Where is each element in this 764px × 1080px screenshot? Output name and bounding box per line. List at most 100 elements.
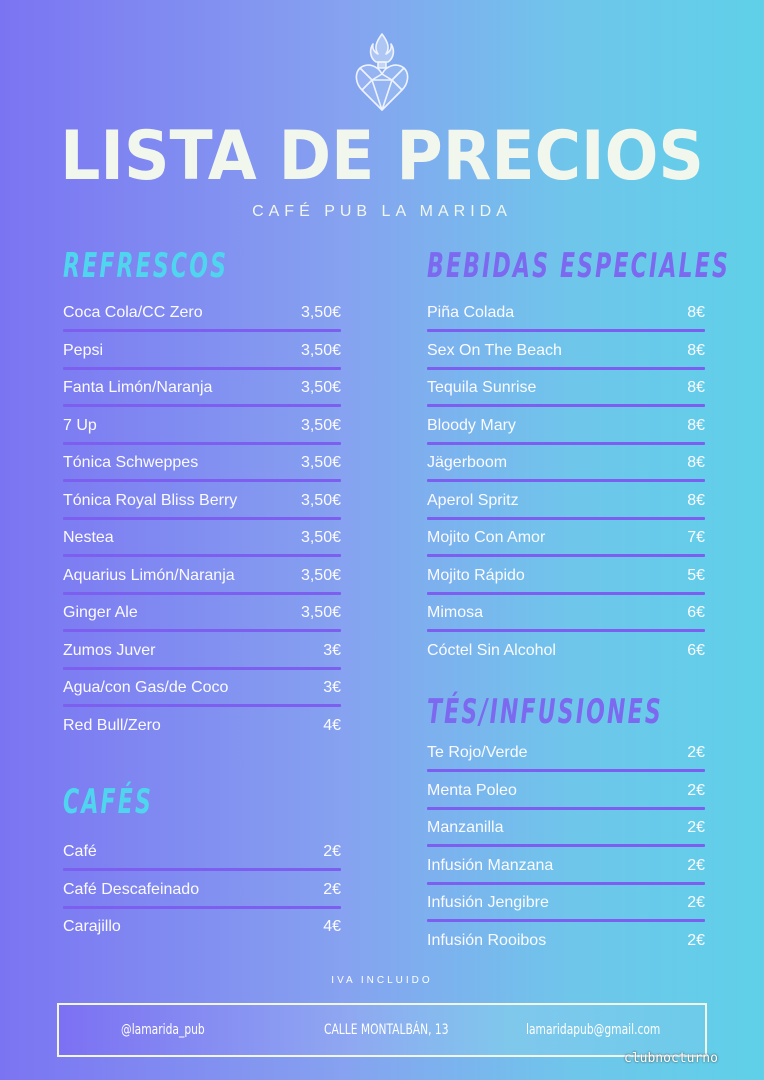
menu-item: Infusión Rooibos 2€ (427, 931, 705, 969)
menu-item: Aquarius Limón/Naranja 3,50€ (63, 566, 341, 604)
menu-item: Zumos Juver 3€ (63, 641, 341, 679)
menu-item-price: 6€ (687, 604, 705, 621)
menu-item-name: Menta Poleo (427, 781, 517, 799)
menu-item: Mojito Rápido 5€ (427, 566, 705, 604)
menu-item-name: Ginger Ale (63, 604, 138, 621)
menu-item: Café Descafeinado 2€ (63, 880, 341, 918)
divider (427, 554, 705, 557)
menu-item: Agua/con Gas/de Coco 3€ (63, 678, 341, 716)
bebidas-especiales-list: Piña Colada 8€ Sex On The Beach 8€ Tequila S… (427, 303, 705, 678)
divider (63, 441, 341, 445)
menu-item-name: Fanta Limón/Naranja (63, 379, 213, 396)
menu-item: Aperol Spritz 8€ (427, 491, 705, 529)
menu-item: Tónica Schweppes 3,50€ (63, 453, 341, 491)
divider (63, 905, 341, 909)
menu-item: Nestea 3,50€ (63, 528, 341, 566)
divider (427, 629, 705, 632)
menu-item: Tónica Royal Bliss Berry 3,50€ (63, 491, 341, 529)
menu-item: Infusión Jengibre 2€ (427, 893, 705, 931)
iva-notice: IVA INCLUIDO (331, 975, 433, 986)
menu-item-name: Piña Colada (427, 304, 515, 321)
divider (63, 329, 341, 332)
divider (427, 441, 705, 445)
divider (427, 806, 705, 810)
menu-item: Pepsi 3,50€ (63, 341, 341, 379)
menu-item-name: Tónica Schweppes (63, 454, 199, 471)
divider (63, 479, 341, 482)
menu-item-name: Mojito Rápido (427, 566, 525, 584)
menu-item-price: 2€ (687, 819, 705, 836)
menu-item-name: Jägerboom (427, 454, 508, 471)
venue-name: CAFÉ PUB LA MARIDA (252, 203, 512, 220)
menu-item-price: 2€ (687, 931, 705, 949)
tes-infusiones-list: Te Rojo/Verde 2€ Menta Poleo 2€ Manzanilla 2€… (427, 743, 705, 968)
menu-item-name: 7 Up (63, 416, 97, 434)
contact-footer: @lamarida_pub CALLE MONTALBÁN, 13 lamari… (57, 1003, 707, 1057)
menu-item-price: 2€ (687, 781, 705, 799)
flaming-heart-icon (355, 33, 409, 111)
menu-item-name: Aperol Spritz (427, 491, 519, 509)
menu-item-name: Zumos Juver (63, 641, 156, 659)
menu-item: Sex On The Beach 8€ (427, 341, 705, 379)
menu-item-price: 3,50€ (300, 604, 341, 621)
divider (63, 516, 341, 520)
divider (63, 591, 341, 595)
menu-item-price: 7€ (687, 529, 705, 546)
menu-item-price: 3,50€ (300, 416, 341, 434)
menu-item: Fanta Limón/Naranja 3,50€ (63, 378, 341, 416)
menu-item-name: Mojito Con Amor (427, 529, 546, 546)
divider (427, 479, 705, 482)
menu-item: Mojito Con Amor 7€ (427, 528, 705, 566)
menu-item-price: 3,50€ (300, 379, 341, 396)
menu-item-name: Coca Cola/CC Zero (63, 304, 203, 321)
cafes-list: Café 2€ Café Descafeinado 2€ Carajillo 4€ (63, 842, 341, 955)
divider (63, 554, 341, 557)
divider (63, 366, 341, 370)
divider (427, 881, 705, 885)
refrescos-list: Coca Cola/CC Zero 3,50€ Pepsi 3,50€ Fanta Li… (63, 303, 341, 753)
menu-item-name: Nestea (63, 529, 114, 546)
menu-item-name: Te Rojo/Verde (427, 744, 528, 761)
page-title: LISTA DE PRECIOS (60, 117, 704, 196)
menu-item-name: Tónica Royal Bliss Berry (63, 491, 238, 509)
instagram-handle: @lamarida_pub (121, 1022, 205, 1038)
watermark: clubnocturno (624, 1051, 718, 1066)
section-title-cafes: CAFÉS (63, 782, 153, 822)
menu-item-price: 8€ (687, 491, 705, 509)
menu-item-price: 8€ (687, 379, 705, 396)
menu-item-name: Pepsi (63, 341, 104, 359)
menu-item-price: 2€ (687, 894, 705, 911)
menu-item-price: 3,50€ (300, 304, 341, 321)
divider (63, 868, 341, 871)
menu-item: 7 Up 3,50€ (63, 416, 341, 454)
menu-item-name: Bloody Mary (427, 416, 516, 434)
menu-item: Ginger Ale 3,50€ (63, 603, 341, 641)
menu-item: Piña Colada 8€ (427, 303, 705, 341)
menu-item: Menta Poleo 2€ (427, 781, 705, 819)
menu-item-name: Infusión Jengibre (427, 894, 549, 911)
menu-item-name: Café (63, 843, 97, 860)
menu-item-price: 2€ (687, 856, 705, 874)
menu-item-price: 3,50€ (300, 341, 341, 359)
menu-item-name: Café Descafeinado (63, 880, 200, 898)
divider (427, 919, 705, 922)
menu-item-price: 3,50€ (300, 454, 341, 471)
menu-item: Te Rojo/Verde 2€ (427, 743, 705, 781)
menu-item: Tequila Sunrise 8€ (427, 378, 705, 416)
menu-item-price: 3,50€ (300, 529, 341, 546)
menu-item-price: 5€ (687, 566, 705, 584)
address: CALLE MONTALBÁN, 13 (324, 1022, 449, 1038)
menu-item: Carajillo 4€ (63, 917, 341, 955)
divider (63, 666, 341, 670)
menu-item-name: Sex On The Beach (427, 341, 562, 359)
menu-item-price: 2€ (687, 744, 705, 761)
divider (427, 329, 705, 332)
menu-item: Jägerboom 8€ (427, 453, 705, 491)
email: lamaridapub@gmail.com (526, 1022, 661, 1038)
menu-item-price: 3,50€ (300, 566, 341, 584)
menu-item-price: 6€ (687, 641, 705, 659)
section-title-refrescos: REFRESCOS (63, 246, 229, 286)
menu-item-price: 8€ (687, 416, 705, 434)
menu-item-price: 4€ (323, 716, 341, 734)
divider (427, 366, 705, 370)
